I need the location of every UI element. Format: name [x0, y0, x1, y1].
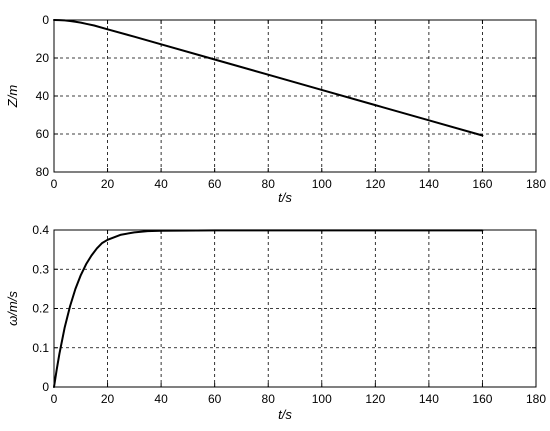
- plot-depth-y-axis-label: Z/m: [5, 85, 20, 109]
- plot-velocity-x-tick-label: 180: [526, 392, 546, 406]
- plot-depth-x-tick-label: 20: [101, 177, 115, 191]
- plot-velocity-x-tick-label: 0: [51, 392, 58, 406]
- plot-depth-y-tick-label: 40: [36, 89, 50, 103]
- plot-depth-x-tick-label: 60: [208, 177, 222, 191]
- plot-velocity-x-tick-label: 60: [208, 392, 222, 406]
- plot-velocity-y-tick-label: 0: [42, 380, 49, 394]
- plot-velocity-x-tick-label: 120: [365, 392, 385, 406]
- plot-depth-series-line: [53, 19, 484, 137]
- plot-velocity-x-tick-label: 20: [101, 392, 115, 406]
- plot-depth-y-tick-label: 20: [36, 51, 50, 65]
- plot-depth-x-tick-label: 180: [526, 177, 546, 191]
- plot-depth-x-tick-label: 120: [365, 177, 385, 191]
- plot-velocity-x-axis-label: t/s: [278, 407, 292, 422]
- plot-depth-x-tick-label: 100: [312, 177, 332, 191]
- plot-velocity-x-tick-label: 100: [312, 392, 332, 406]
- plot-velocity-x-tick-label: 160: [472, 392, 492, 406]
- plot-depth-x-tick-label: 160: [472, 177, 492, 191]
- plot-velocity: 0 20 40 60 80 100 120 140 160 180 0 0.1 0.2 0.3 0.4 t/s…: [5, 223, 546, 422]
- plot-velocity-y-tick-label: 0.3: [32, 262, 49, 276]
- plot-depth-x-tick-label: 40: [154, 177, 168, 191]
- plot-depth-y-tick-label: 60: [36, 127, 50, 141]
- plot-velocity-y-tick-label: 0.1: [32, 341, 49, 355]
- plot-velocity-y-axis-label: ω/m/s: [5, 291, 20, 326]
- plot-depth-y-tick-label: 80: [36, 165, 50, 179]
- plot-depth-x-axis-label: t/s: [278, 190, 292, 205]
- plot-velocity-x-tick-label: 40: [154, 392, 168, 406]
- plot-depth-x-tick-label: 80: [262, 177, 276, 191]
- plot-depth-x-tick-label: 140: [419, 177, 439, 191]
- plot-velocity-y-tick-label: 0.4: [32, 223, 49, 237]
- plot-velocity-series-line: [53, 229, 484, 388]
- plot-depth-y-tick-label: 0: [42, 13, 49, 27]
- plot-velocity-x-tick-label: 140: [419, 392, 439, 406]
- plot-velocity-y-tick-label: 0.2: [32, 302, 49, 316]
- plot-depth-x-tick-label: 0: [51, 177, 58, 191]
- plot-velocity-x-tick-label: 80: [262, 392, 276, 406]
